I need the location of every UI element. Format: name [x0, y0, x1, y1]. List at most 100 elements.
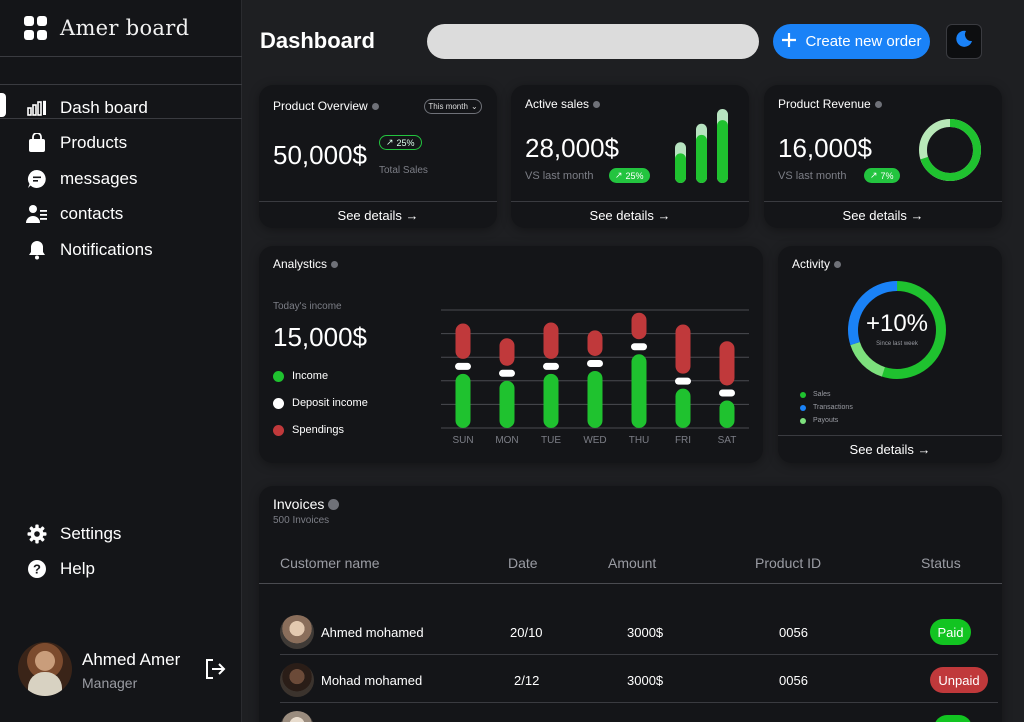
user-role: Manager	[82, 675, 138, 691]
user-profile[interactable]: Ahmed Amer Manager	[18, 642, 233, 698]
card-title: Product Overview	[273, 99, 379, 113]
sidebar-item-help[interactable]: ? Help	[0, 552, 242, 588]
create-order-button[interactable]: Create new order	[773, 24, 930, 59]
activity-value: +10%	[865, 310, 929, 337]
invoices-card: Invoices 500 Invoices	[259, 486, 1002, 722]
status-badge[interactable]: Paid	[930, 619, 971, 645]
legend-payouts: Payouts	[800, 417, 838, 424]
legend-sales: Sales	[800, 391, 831, 398]
overview-value: 50,000$	[273, 140, 367, 170]
income-label: Today's income	[273, 301, 342, 312]
sidebar-item-label: Settings	[60, 523, 122, 543]
x-tick-label: FRI	[675, 435, 691, 446]
column-header-product-id[interactable]: Product ID	[755, 555, 822, 571]
sidebar-item-dashboard[interactable]: Dash board	[0, 90, 242, 126]
income-bar	[719, 400, 735, 428]
status-badge[interactable]: Unpaid	[930, 667, 988, 693]
legend-transactions: Transactions	[800, 404, 853, 411]
income-bar	[631, 354, 647, 428]
spending-bar	[543, 322, 559, 359]
active-sales-sub: VS last month	[525, 170, 594, 182]
see-details-link[interactable]: See details →	[764, 201, 1002, 223]
product-revenue-card: Product Revenue 16,000$ VS last month ↗ 7…	[764, 85, 1002, 228]
spending-bar	[455, 323, 471, 359]
activity-card: Activity +10% Since last week Sales Tran…	[778, 246, 1002, 463]
invoice-amount: 3000$	[627, 625, 664, 640]
x-tick-label: SUN	[452, 435, 473, 446]
legend-deposit: Deposit income	[273, 397, 368, 409]
avatar	[280, 615, 314, 649]
info-icon	[593, 100, 601, 108]
mini-bar-fill	[675, 153, 686, 183]
sidebar-item-products[interactable]: Products	[0, 126, 242, 162]
sidebar: Amer board Dash board Products messages	[0, 0, 242, 722]
status-badge[interactable]	[934, 715, 972, 722]
deposit-marker	[587, 359, 603, 367]
x-tick-label: THU	[629, 435, 650, 446]
sidebar-item-label: messages	[60, 168, 138, 188]
trend-up-icon: ↗	[386, 137, 394, 147]
theme-toggle-button[interactable]	[946, 24, 982, 59]
brand[interactable]: Amer board	[24, 16, 189, 40]
overview-sub: Total Sales	[379, 165, 428, 176]
sidebar-item-settings[interactable]: Settings	[0, 516, 242, 552]
see-details-link[interactable]: See details →	[259, 201, 497, 223]
active-sales-mini-chart	[675, 109, 728, 183]
divider	[280, 702, 998, 703]
message-icon	[26, 168, 48, 190]
legend-dot	[273, 370, 284, 382]
mini-bar-fill	[717, 120, 728, 183]
search-input[interactable]	[427, 24, 759, 59]
legend-dot	[800, 417, 806, 424]
sidebar-item-label: Help	[60, 559, 95, 579]
avatar	[18, 642, 72, 696]
sidebar-item-notifications[interactable]: Notifications	[0, 232, 242, 268]
period-select[interactable]: This month ⌄	[424, 99, 482, 114]
income-bar	[455, 373, 471, 428]
gear-icon	[26, 523, 48, 545]
deposit-marker	[675, 377, 691, 385]
card-title: Analystics	[273, 257, 339, 271]
sidebar-item-contacts[interactable]: contacts	[0, 197, 242, 233]
product-id: 0056	[779, 673, 808, 688]
info-icon	[834, 260, 842, 268]
ring-segment	[848, 281, 946, 379]
invoice-date: 20/10	[510, 625, 543, 640]
column-header-date[interactable]: Date	[508, 555, 538, 571]
x-tick-label: TUE	[541, 435, 561, 446]
deposit-marker	[543, 362, 559, 370]
bag-icon	[26, 132, 48, 154]
info-icon	[328, 498, 340, 510]
analytics-card: Analystics Today's income 15,000$ Income…	[259, 246, 763, 463]
divider	[0, 118, 242, 119]
x-tick-label: WED	[583, 435, 606, 446]
trend-up-icon: ↗	[870, 170, 878, 180]
revenue-ring-chart	[919, 119, 981, 181]
card-title: Activity	[792, 257, 842, 271]
see-details-link[interactable]: See details →	[511, 201, 749, 223]
income-bar	[675, 388, 691, 428]
column-header-customer[interactable]: Customer name	[280, 555, 380, 571]
income-value: 15,000$	[273, 322, 367, 352]
income-bar	[543, 373, 559, 428]
legend-dot	[273, 397, 284, 409]
legend-dot	[273, 424, 284, 436]
card-title: Invoices	[273, 496, 340, 512]
logout-icon[interactable]	[204, 658, 226, 680]
active-sales-value: 28,000$	[525, 133, 619, 163]
sidebar-item-label: Dash board	[60, 97, 148, 117]
invoice-date: 2/12	[514, 673, 540, 688]
column-header-amount[interactable]: Amount	[608, 555, 657, 571]
invoice-count: 500 Invoices	[273, 515, 330, 526]
brand-name: Amer board	[60, 16, 190, 40]
see-details-link[interactable]: See details →	[778, 435, 1002, 457]
user-name: Ahmed Amer	[82, 650, 181, 669]
sidebar-item-messages[interactable]: messages	[0, 161, 242, 197]
deposit-marker	[719, 389, 735, 397]
x-tick-label: SAT	[718, 435, 737, 446]
spending-bar	[675, 324, 691, 374]
column-header-status[interactable]: Status	[921, 555, 961, 571]
product-overview-card: Product Overview 50,000$ ↗ 25% Total Sale…	[259, 85, 497, 228]
sidebar-nav: Dash board Products messages contacts No…	[0, 90, 242, 268]
legend-spendings: Spendings	[273, 424, 344, 436]
